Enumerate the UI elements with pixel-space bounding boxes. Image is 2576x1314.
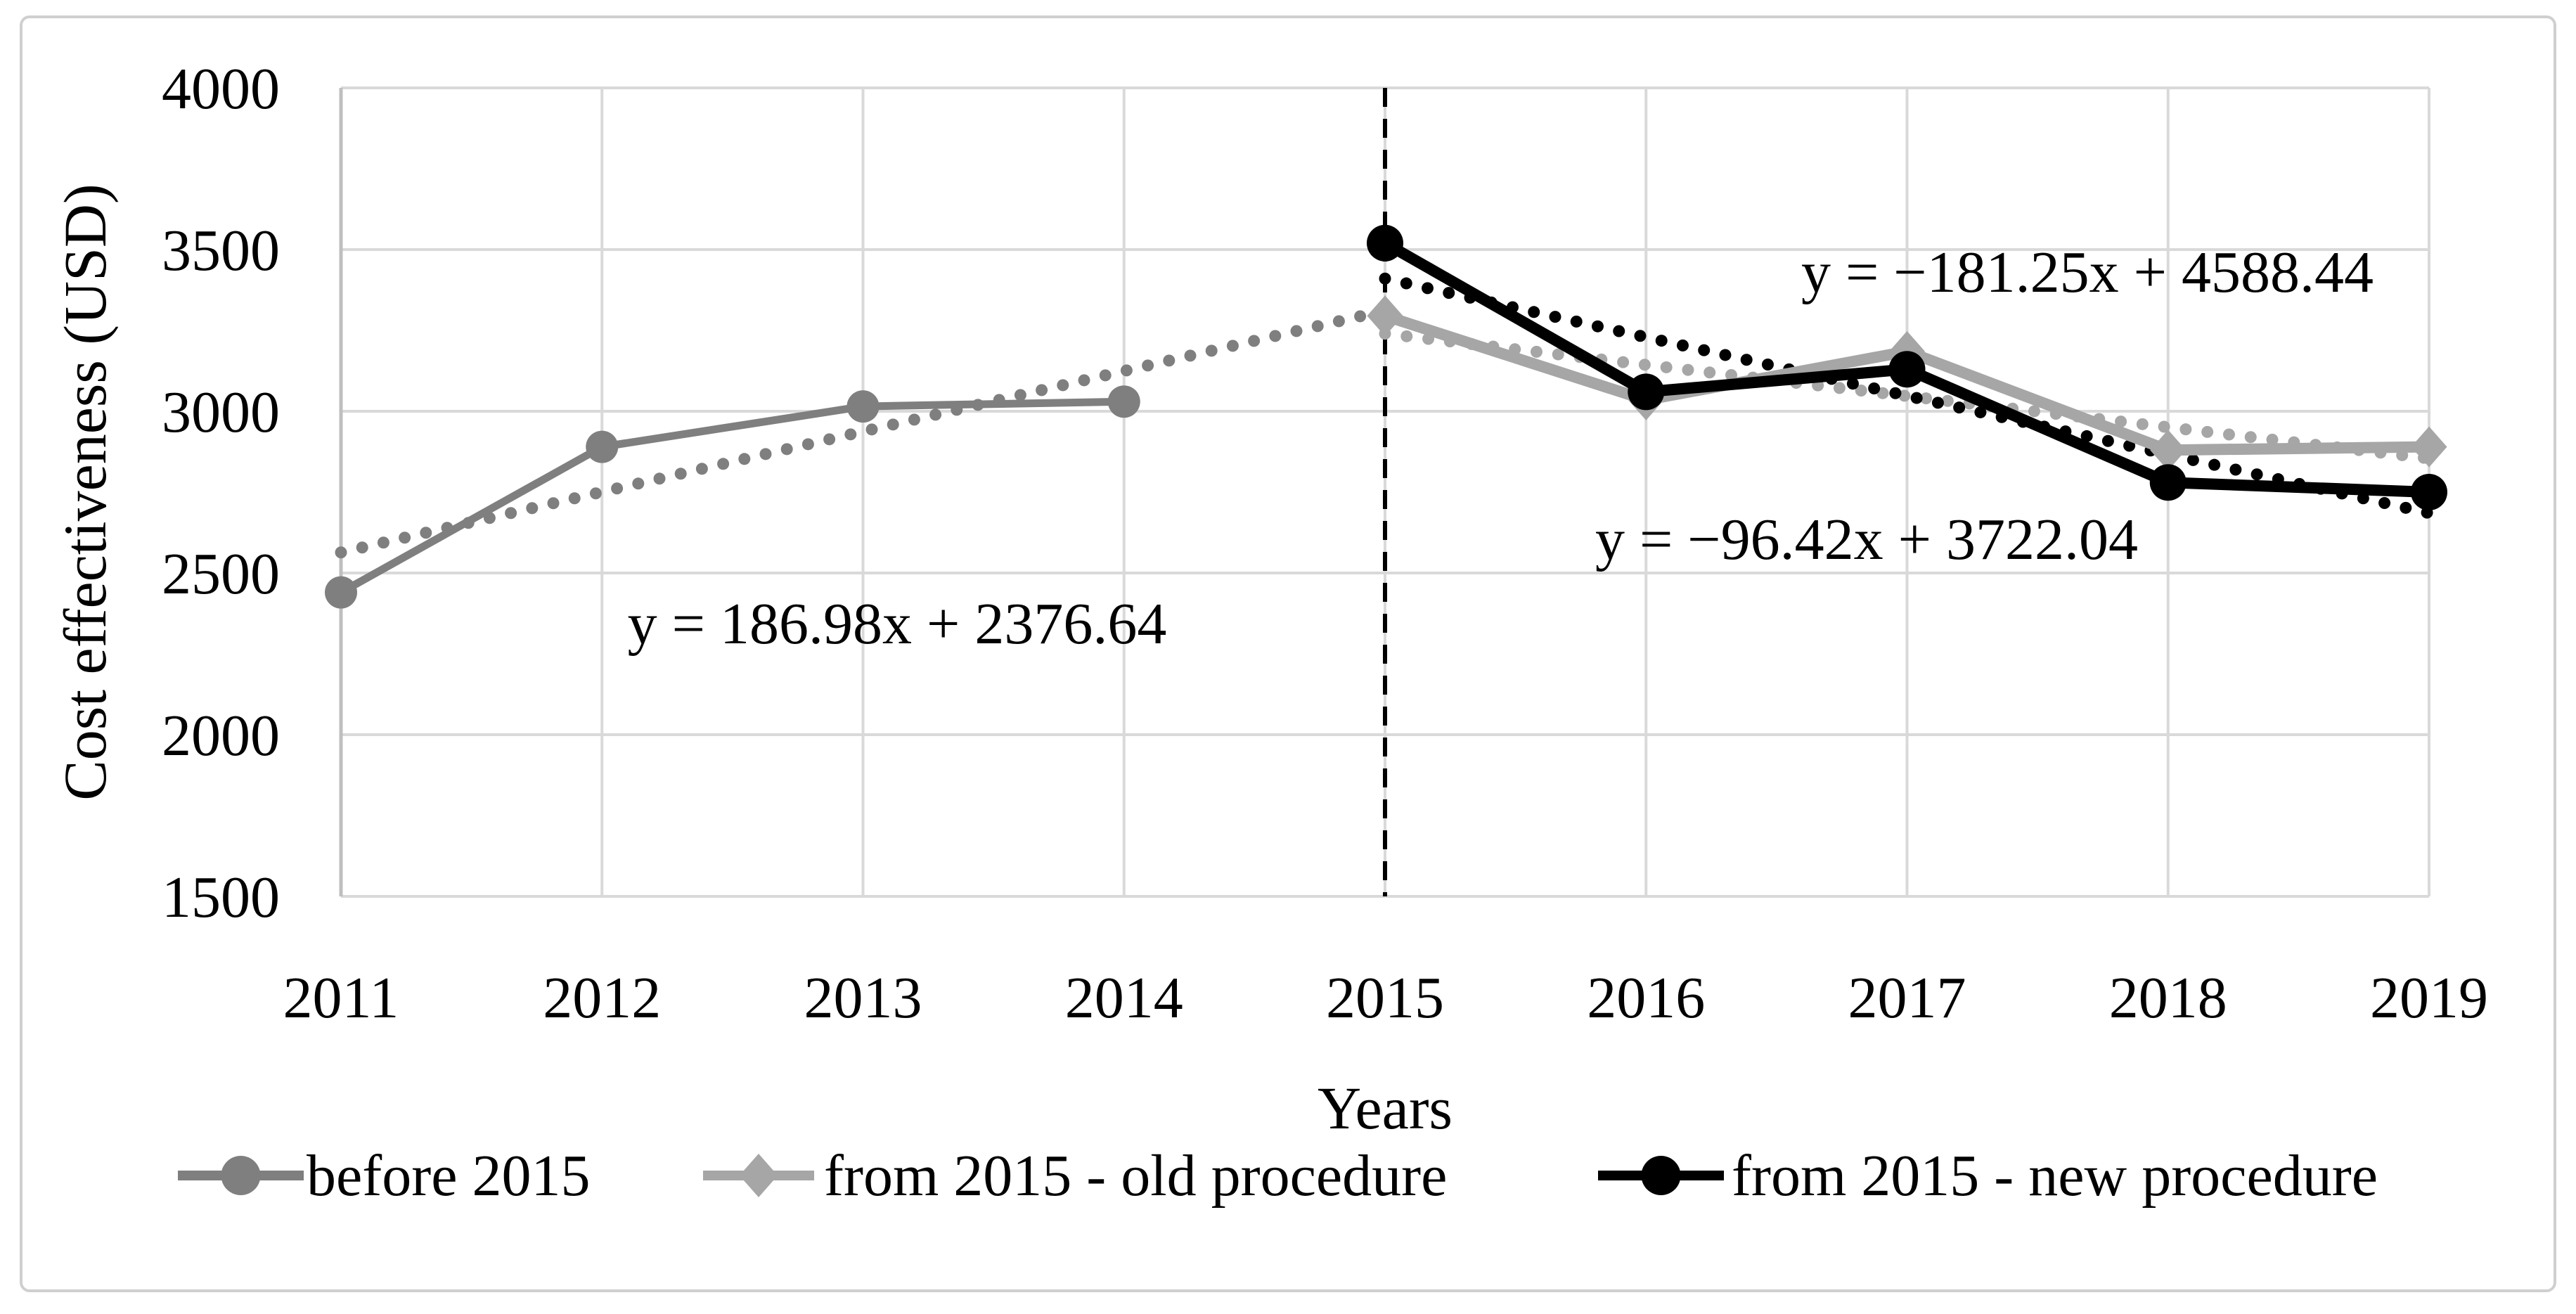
x-axis-title: Years xyxy=(1318,1074,1453,1142)
x-tick-label: 2017 xyxy=(1848,965,1966,1031)
data-point-circle xyxy=(1367,224,1403,262)
data-point-circle xyxy=(846,390,880,423)
x-tick-label: 2015 xyxy=(1326,965,1444,1031)
data-point-circle xyxy=(1107,385,1140,418)
figure-border xyxy=(20,15,2556,1292)
y-tick-label: 1500 xyxy=(162,865,280,930)
legend-circle-marker xyxy=(1641,1156,1681,1195)
data-point-diamond xyxy=(2411,426,2447,468)
y-tick-label: 4000 xyxy=(162,56,280,122)
y-axis-title: Cost effectiveness (USD) xyxy=(51,183,119,800)
x-tick-label: 2012 xyxy=(543,965,661,1031)
legend-circle-marker xyxy=(221,1156,261,1195)
legend-diamond-marker xyxy=(739,1154,778,1197)
data-point-circle xyxy=(325,576,357,609)
equation-label-1: y = 186.98x + 2376.64 xyxy=(628,591,1167,657)
legend-item-label: from 2015 - new procedure xyxy=(1732,1143,2378,1209)
x-tick-label: 2016 xyxy=(1587,965,1705,1031)
legend-item-label: from 2015 - old procedure xyxy=(824,1143,1447,1209)
y-tick-label: 2500 xyxy=(162,541,280,607)
trendline-1 xyxy=(335,304,1391,559)
y-tick-label: 3000 xyxy=(162,380,280,445)
data-point-circle xyxy=(2411,474,2447,510)
equation-label-2: y = −181.25x + 4588.44 xyxy=(1801,240,2374,305)
y-tick-label: 2000 xyxy=(162,703,280,768)
equation-label-3: y = −96.42x + 3722.04 xyxy=(1595,507,2138,572)
data-point-diamond xyxy=(2150,430,2187,471)
data-point-diamond xyxy=(1367,295,1403,337)
trendline-3 xyxy=(1379,272,2435,520)
x-tick-label: 2014 xyxy=(1065,965,1183,1031)
x-tick-label: 2018 xyxy=(2109,965,2227,1031)
data-point-circle xyxy=(1888,351,1926,388)
data-point-circle xyxy=(586,430,619,463)
y-tick-label: 3500 xyxy=(162,218,280,283)
legend-item-label: before 2015 xyxy=(307,1143,591,1209)
series-line-1 xyxy=(337,397,1128,597)
x-tick-label: 2011 xyxy=(283,965,399,1031)
x-tick-label: 2019 xyxy=(2370,965,2488,1031)
x-tick-label: 2013 xyxy=(804,965,922,1031)
trendline-2 xyxy=(1379,328,2435,465)
data-point-circle xyxy=(1628,373,1665,411)
data-point-circle xyxy=(2149,464,2187,501)
